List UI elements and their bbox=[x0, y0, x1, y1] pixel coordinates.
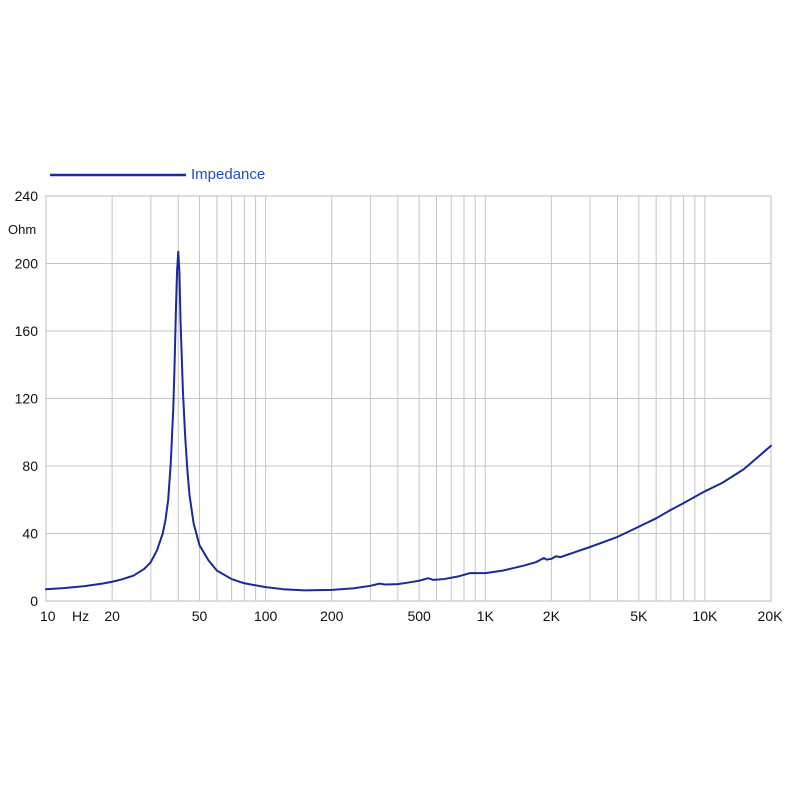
y-tick-label: 240 bbox=[15, 188, 39, 204]
y-tick-label: 0 bbox=[30, 593, 38, 609]
y-tick-labels: 0 40 80 120 160 200 240 bbox=[15, 188, 39, 609]
x-tick-label: 2K bbox=[543, 608, 561, 624]
y-tick-label: 40 bbox=[22, 526, 38, 542]
y-axis-label: Ohm bbox=[8, 222, 36, 237]
y-tick-label: 80 bbox=[22, 458, 38, 474]
x-tick-label: 500 bbox=[407, 608, 431, 624]
y-tick-label: 120 bbox=[15, 391, 39, 407]
x-tick-label: 1K bbox=[477, 608, 495, 624]
y-tick-label: 160 bbox=[15, 323, 39, 339]
series-line-impedance bbox=[45, 250, 772, 592]
plot-frame bbox=[45, 195, 772, 602]
x-tick-label: 200 bbox=[320, 608, 344, 624]
y-tick-label: 200 bbox=[15, 256, 39, 272]
x-tick-label: 5K bbox=[630, 608, 648, 624]
x-tick-label: 10K bbox=[692, 608, 718, 624]
x-axis-unit: Hz bbox=[72, 608, 89, 624]
x-tick-label: 20K bbox=[758, 608, 784, 624]
x-tick-label: 100 bbox=[254, 608, 278, 624]
legend-label-impedance: Impedance bbox=[191, 166, 265, 183]
x-tick-label: 10 bbox=[40, 608, 56, 624]
x-tick-label: 20 bbox=[104, 608, 120, 624]
x-tick-label: 50 bbox=[192, 608, 208, 624]
x-tick-labels: 10 20 50 100 200 500 1K 2K 5K 10K 20K bbox=[40, 608, 783, 624]
series-layer bbox=[45, 250, 772, 592]
